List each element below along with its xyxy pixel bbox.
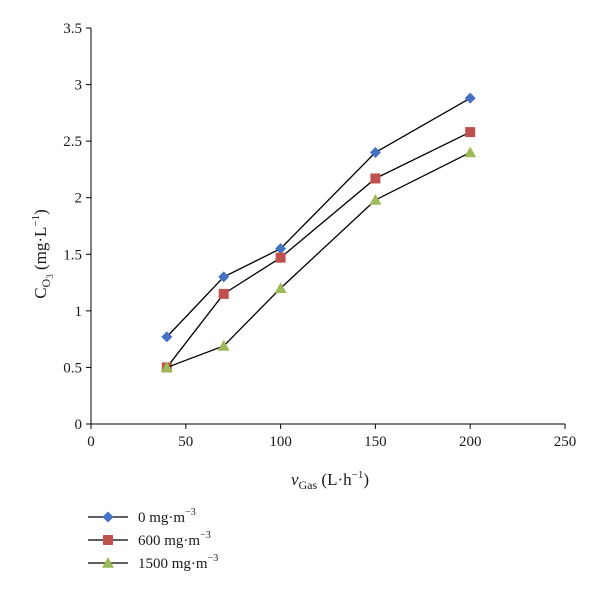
x-axis-label-subscript: Gas <box>299 478 318 492</box>
y-axis-label-exponent: −1 <box>30 215 42 227</box>
y-tick-label: 1 <box>75 304 83 320</box>
y-tick-label: 0 <box>75 417 83 433</box>
y-tick-label: 2.5 <box>63 134 82 150</box>
legend-label: 1500 mg·m−3 <box>138 553 218 572</box>
data-point <box>369 193 382 205</box>
data-point <box>218 271 230 283</box>
legend-entry: 0 mg·m−3 <box>88 507 196 526</box>
legend-marker <box>102 557 114 568</box>
data-point <box>464 146 477 158</box>
legend-label-exponent: −3 <box>200 530 211 541</box>
data-point <box>160 361 173 373</box>
y-tick-label: 1.5 <box>63 247 82 263</box>
legend-label-text: 0 mg·m <box>138 510 185 526</box>
y-tick-label: 2 <box>75 191 83 207</box>
data-point <box>217 339 230 351</box>
y-tick-label: 3 <box>75 78 83 94</box>
x-tick-label: 250 <box>554 434 577 450</box>
series-triangle <box>160 146 477 373</box>
y-tick-label: 3.5 <box>63 21 82 37</box>
x-tick-label: 100 <box>269 434 292 450</box>
data-point <box>370 173 381 184</box>
y-axis-label-sub-subscript: 3 <box>45 274 55 279</box>
series-layer <box>160 92 477 373</box>
data-point <box>218 288 229 299</box>
legend-label: 600 mg·m−3 <box>138 530 211 549</box>
legend-entry: 600 mg·m−3 <box>88 530 211 549</box>
series-diamond <box>161 92 476 343</box>
x-axis-label-close: ) <box>363 470 369 489</box>
legend-label-exponent: −3 <box>185 507 196 518</box>
series-line <box>166 151 471 369</box>
y-tick-label: 0.5 <box>63 360 82 376</box>
data-point <box>275 243 287 255</box>
data-point <box>369 146 381 158</box>
y-axis-label-subscript: O <box>39 278 53 287</box>
legend-marker <box>103 535 113 545</box>
x-axis-label-symbol: v <box>291 470 299 489</box>
x-tick-label: 150 <box>364 434 387 450</box>
legend-label-text: 600 mg·m <box>138 533 200 549</box>
legend-label-text: 1500 mg·m <box>138 556 208 572</box>
x-tick-label: 50 <box>178 434 193 450</box>
legend-entry: 1500 mg·m−3 <box>88 553 218 572</box>
series-line <box>166 97 471 338</box>
x-axis-label-exponent: −1 <box>352 469 364 481</box>
x-axis-label: vGas (L·h−1) <box>291 469 369 492</box>
series-line <box>166 131 471 368</box>
x-tick-label: 0 <box>87 434 95 450</box>
x-axis-ticks: 0 50 100 150 200 250 <box>87 424 576 450</box>
y-axis-ticks: 0 0.5 1 1.5 2 2.5 3 3.5 <box>63 21 91 433</box>
data-point <box>161 331 173 343</box>
y-axis-label: CO3 (mg·L−1) <box>30 209 55 299</box>
legend-label-exponent: −3 <box>208 553 219 564</box>
legend-label: 0 mg·m−3 <box>138 507 196 526</box>
y-axis-label-symbol: C <box>31 287 50 298</box>
series-square <box>161 127 476 373</box>
data-point <box>464 92 476 104</box>
x-tick-label: 200 <box>459 434 482 450</box>
y-axis-label-close: ) <box>31 209 50 215</box>
data-point <box>274 282 287 294</box>
x-axis-label-unit: (L·h <box>317 470 352 489</box>
data-point <box>465 127 476 138</box>
data-point <box>275 252 286 263</box>
plot-area: 0 0.5 1 1.5 2 2.5 3 3.5 0 50 100 150 200 250 <box>63 21 576 450</box>
y-axis-label-unit: (mg·L <box>31 227 50 275</box>
legend-marker <box>102 511 114 523</box>
